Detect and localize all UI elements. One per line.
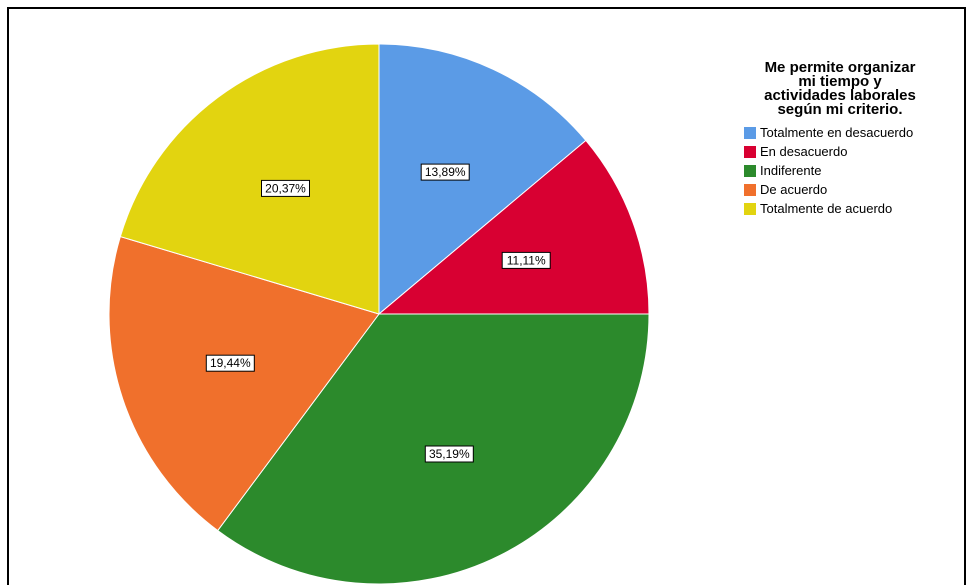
legend: Me permite organizar mi tiempo y actividad… [744,59,973,218]
pie-chart: 13,89% 11,11% 35,19% 19,44% 20,37% [108,43,650,585]
value-label-box [205,354,255,372]
legend-label: En desacuerdo [760,144,848,159]
legend-title-line: Me permite organizar [764,59,916,76]
value-label-text: 35,19% [429,447,470,461]
pie-slice [108,235,380,532]
legend-title-line: según mi criterio. [777,101,903,118]
pie-slice [378,43,587,316]
legend-items: Totalmente en desacuerdo En desacuerdo Ind… [744,123,973,218]
slice-value-label: 13,89% [420,163,470,181]
legend-title: Me permite organizar mi tiempo y actividad… [744,59,936,118]
value-label-text: 20,37% [265,181,306,195]
legend-label: Totalmente en desacuerdo [760,125,914,140]
legend-label: Totalmente de acuerdo [760,201,893,216]
legend-swatch [744,126,756,139]
legend-swatch [744,183,756,196]
value-label-box [424,445,474,463]
legend-label: Indiferente [760,163,822,178]
pie-slice [377,139,650,315]
slice-value-label: 11,11% [501,251,551,269]
slice-value-label: 35,19% [424,445,474,463]
legend-item: Totalmente en desacuerdo [744,123,973,142]
legend-item: De acuerdo [744,180,973,199]
slice-value-label: 19,44% [205,354,255,372]
pie-slice [119,43,380,315]
legend-item: En desacuerdo [744,142,973,161]
value-label-text: 13,89% [425,165,466,179]
legend-title-line: mi tiempo y [798,73,882,90]
legend-item: Indiferente [744,161,973,180]
legend-swatch [744,202,756,215]
value-label-box [261,179,310,197]
value-label-text: 19,44% [210,356,251,370]
value-label-box [420,163,470,181]
legend-title-line: actividades laborales [764,87,916,104]
value-label-box [501,251,551,269]
value-label-text: 11,11% [507,253,546,267]
chart-frame: 13,89% 11,11% 35,19% 19,44% 20,37% Me permit… [7,7,966,585]
slice-value-label: 20,37% [261,179,310,197]
legend-item: Totalmente de acuerdo [744,199,973,218]
legend-label: De acuerdo [760,182,828,197]
legend-swatch [744,164,756,177]
legend-swatch [744,145,756,158]
